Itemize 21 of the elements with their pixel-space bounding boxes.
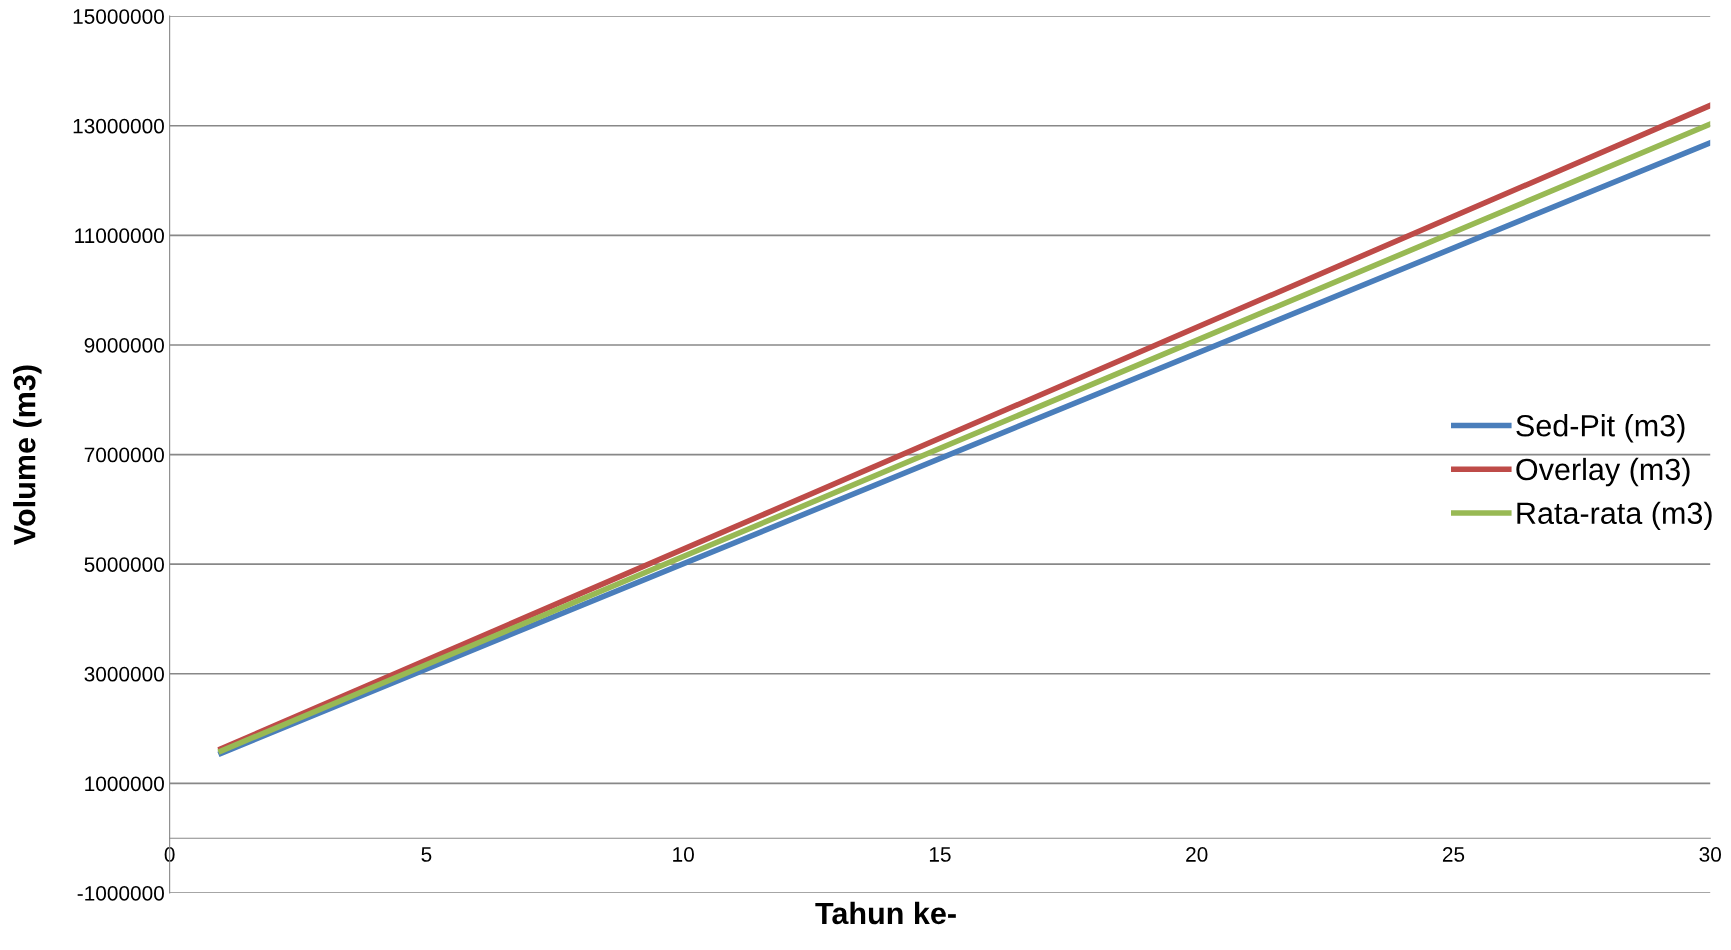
- y-tick-label: 5000000: [84, 557, 164, 572]
- x-tick-label: 25: [1442, 847, 1465, 862]
- y-tick-label: 15000000: [73, 9, 164, 24]
- legend-label: Rata-rata (m3): [1517, 501, 1712, 531]
- x-tick-label: 10: [673, 847, 694, 862]
- legend-label: Overlay (m3): [1516, 457, 1690, 487]
- x-tick-label: 15: [929, 847, 951, 862]
- x-tick-label: 30: [1699, 847, 1721, 862]
- x-tick-label: 0: [164, 847, 175, 862]
- y-tick-label: 1000000: [85, 776, 164, 792]
- y-axis-title: Volume (m3): [13, 365, 42, 545]
- y-tick-label: 7000000: [84, 447, 164, 463]
- y-tick-label: -1000000: [77, 886, 164, 901]
- y-tick-label: 3000000: [84, 666, 164, 682]
- y-tick-label: 13000000: [73, 118, 164, 134]
- x-axis-title: Tahun ke-: [815, 901, 956, 925]
- x-tick-label: 5: [421, 847, 432, 862]
- legend-label: Sed-Pit (m3): [1516, 414, 1685, 443]
- y-tick-label: 9000000: [84, 337, 164, 353]
- x-tick-label: 20: [1186, 847, 1208, 862]
- y-tick-label: 11000000: [75, 228, 164, 244]
